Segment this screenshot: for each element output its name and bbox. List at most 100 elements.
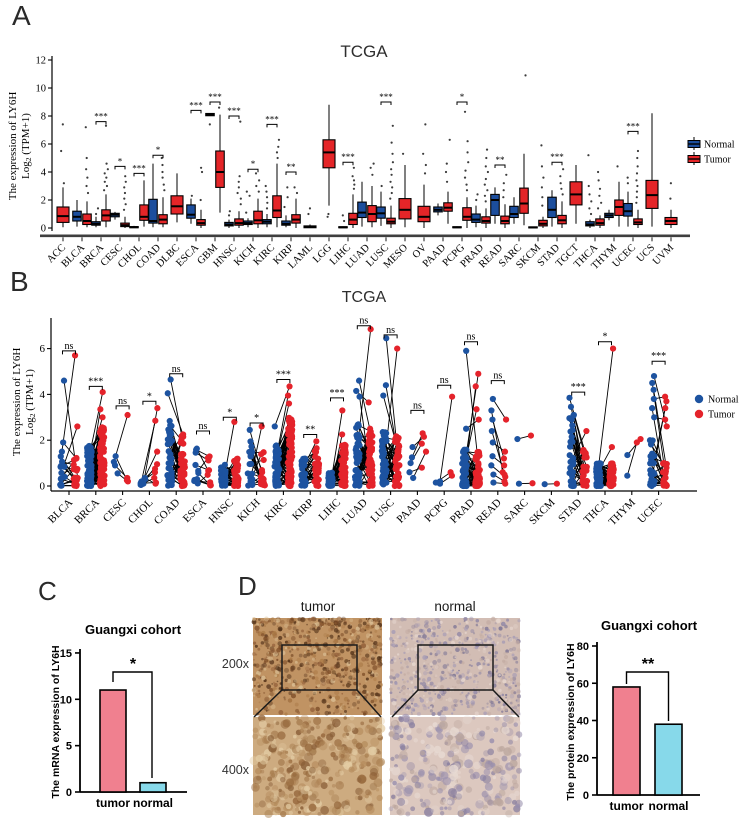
a-cat-SARC: SARC	[497, 74, 529, 270]
svg-text:*: *	[156, 145, 161, 155]
ihc-image-normal-200x	[389, 616, 522, 717]
svg-text:ns: ns	[386, 325, 395, 336]
ihc-callouts	[253, 644, 520, 718]
svg-text:BRCA: BRCA	[72, 497, 102, 527]
svg-text:***: ***	[276, 370, 291, 381]
panel-d-ylabel: The protein expression of LY6H	[565, 643, 577, 801]
svg-text:60: 60	[577, 678, 589, 690]
svg-text:10: 10	[60, 694, 72, 706]
svg-text:The expression of LY6H: The expression of LY6H	[11, 348, 23, 457]
svg-text:0: 0	[66, 787, 72, 799]
panel-c-ylabel: The mRNA expression of LY6H	[50, 645, 62, 799]
svg-text:THYM: THYM	[607, 496, 639, 528]
svg-text:CESC: CESC	[101, 497, 129, 525]
svg-text:*: *	[130, 656, 137, 673]
svg-text:Tumor: Tumor	[708, 410, 736, 421]
svg-text:*: *	[460, 92, 465, 102]
a-cat-GBM: GBM***	[195, 92, 225, 267]
svg-text:PCPG: PCPG	[422, 497, 450, 525]
panel-b-y-axis-label: The expression of LY6H Log2 (TPM+1)	[11, 348, 37, 457]
svg-text:LUAD: LUAD	[340, 497, 370, 527]
svg-text:***: ***	[550, 152, 564, 162]
ihc-tumor-column-label: tumor	[300, 599, 336, 614]
b-cat-PRAD: PRAD ns	[448, 332, 483, 526]
a-cat-UCS: UCS	[635, 113, 659, 265]
svg-text:***: ***	[341, 152, 355, 162]
ihc-image-normal-400x	[388, 713, 523, 818]
svg-text:THCA: THCA	[581, 497, 611, 527]
svg-text:12: 12	[36, 56, 47, 67]
b-cat-BRCA: BRCA ***	[72, 376, 108, 527]
svg-text:UVM: UVM	[651, 242, 677, 268]
magnification-200x-label: 200x	[221, 657, 249, 671]
svg-text:***: ***	[132, 163, 146, 173]
ihc-image-tumor-400x	[249, 714, 386, 819]
svg-text:***: ***	[94, 112, 108, 122]
svg-text:*: *	[254, 413, 259, 424]
svg-text:4: 4	[41, 168, 47, 179]
svg-text:ns: ns	[199, 421, 208, 432]
svg-text:***: ***	[88, 376, 103, 387]
a-cat-OV: OV	[411, 123, 431, 261]
svg-text:KIRP: KIRP	[290, 497, 316, 523]
b-cat-KIRP: KIRP **	[290, 424, 323, 523]
svg-text:***: ***	[189, 100, 203, 110]
b-cat-HNSC: HNSC *	[207, 407, 242, 526]
a-cat-LGG: LGG	[311, 104, 336, 265]
panel-b-legend: Normal Tumor	[694, 395, 739, 421]
legend-item-tumor: Tumor	[687, 152, 732, 166]
panel-d-letter: D	[238, 571, 257, 601]
svg-text:COAD: COAD	[152, 497, 183, 528]
legend-item-tumor: Tumor	[694, 410, 736, 421]
svg-text:8: 8	[41, 112, 46, 123]
svg-text:SKCM: SKCM	[527, 496, 558, 527]
panel-c-letter: C	[38, 576, 57, 606]
b-cat-LUSC: LUSC ns	[368, 325, 403, 525]
svg-text:15: 15	[60, 648, 72, 660]
svg-text:*: *	[227, 407, 232, 418]
svg-text:tumor: tumor	[96, 796, 130, 810]
panel-d-title: Guangxi cohort	[600, 618, 698, 633]
a-cat-HNSC: HNSC***	[212, 106, 244, 270]
svg-text:0: 0	[40, 481, 46, 493]
b-cat-LIHC: LIHC ***	[316, 388, 349, 523]
a-cat-KIRP: KIRP**	[271, 162, 301, 267]
panel-d-chart-bar-tumor	[612, 686, 641, 796]
svg-text:ns: ns	[440, 375, 449, 386]
legend-item-normal: Normal	[694, 395, 739, 406]
svg-text:4: 4	[40, 389, 46, 401]
b-cat-KIRC: KIRC ***	[262, 370, 296, 524]
panel-a-chart: 0 2 4 6 8 10 12 The expression of LY6H Log2 (TPM…	[7, 56, 735, 272]
panel-a-y-axis-label: The expression of LY6H Log2 (TPM+1)	[7, 92, 33, 201]
svg-text:*: *	[251, 159, 256, 169]
svg-text:40: 40	[577, 716, 589, 728]
svg-text:**: **	[496, 155, 506, 165]
svg-text:5: 5	[66, 741, 72, 753]
svg-text:6: 6	[40, 343, 46, 355]
b-cat-LUAD: LUAD ns	[340, 316, 376, 527]
a-cat-LUSC: LUSC***	[364, 92, 396, 269]
svg-text:PAAD: PAAD	[395, 497, 424, 526]
svg-text:STAD: STAD	[556, 497, 584, 525]
svg-text:80: 80	[577, 641, 589, 653]
svg-text:ns: ns	[359, 316, 368, 327]
a-cat-KIRC: KIRC ***	[252, 114, 282, 268]
svg-text:*: *	[147, 391, 152, 402]
svg-text:PRAD: PRAD	[448, 497, 477, 526]
a-cat-ACC: ACC	[45, 123, 70, 265]
svg-text:LUSC: LUSC	[368, 497, 396, 525]
panel-b-title: TCGA	[341, 289, 387, 306]
svg-text:*: *	[603, 332, 608, 343]
svg-text:20: 20	[577, 753, 589, 765]
svg-text:UCEC: UCEC	[635, 497, 664, 526]
svg-text:6: 6	[41, 140, 46, 151]
svg-text:**: **	[305, 424, 315, 435]
svg-text:Normal: Normal	[708, 395, 739, 406]
svg-text:10: 10	[36, 84, 47, 95]
svg-text:0: 0	[41, 224, 46, 235]
b-cat-READ: READ ns	[474, 371, 510, 526]
b-cat-STAD: STAD ***	[556, 382, 591, 525]
svg-text:ns: ns	[118, 396, 127, 407]
svg-text:Normal: Normal	[704, 140, 735, 151]
svg-text:HNSC: HNSC	[207, 497, 236, 526]
